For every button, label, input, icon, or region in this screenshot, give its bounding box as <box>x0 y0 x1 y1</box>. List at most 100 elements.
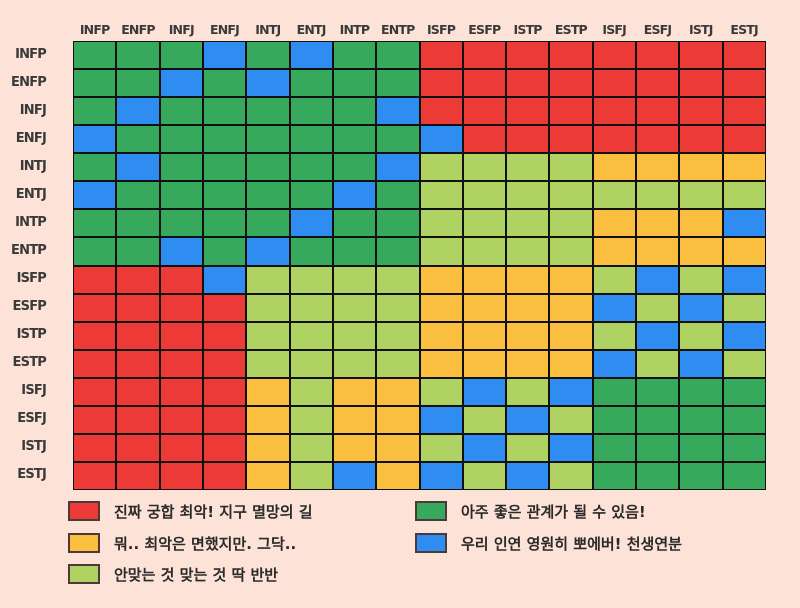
grid-cell <box>463 98 506 125</box>
grid-cell <box>290 98 332 125</box>
grid-cell <box>550 406 592 433</box>
grid-cell <box>203 322 246 349</box>
grid-cell <box>117 322 159 349</box>
grid-cell <box>637 126 679 153</box>
grid-cell <box>723 322 765 349</box>
grid-cell <box>74 294 116 321</box>
grid-cell <box>550 42 592 69</box>
grid-cell <box>723 294 765 321</box>
grid-cell <box>290 434 332 461</box>
grid-cell <box>420 322 462 349</box>
grid-cell <box>507 378 549 405</box>
grid-cell <box>377 266 419 293</box>
grid-cell <box>117 126 159 153</box>
grid-cell <box>420 210 462 237</box>
grid-cell <box>377 182 419 209</box>
grid-cell <box>463 266 506 293</box>
grid-cell <box>333 210 376 237</box>
grid-cell <box>680 98 722 125</box>
column-header: ESFP <box>468 22 501 37</box>
grid-cell <box>377 126 419 153</box>
grid-cell <box>637 378 679 405</box>
grid-cell <box>680 294 722 321</box>
grid-cell <box>290 462 332 489</box>
grid-cell <box>290 182 332 209</box>
grid-cell <box>593 210 636 237</box>
grid-cell <box>637 210 679 237</box>
legend-item-good: 아주 좋은 관계가 될 수 있음! <box>415 497 646 525</box>
grid-cell <box>550 322 592 349</box>
legend-item-soulmate: 우리 인연 영원히 뽀에버! 천생연분 <box>415 529 682 557</box>
grid-cell <box>290 294 332 321</box>
grid-cell <box>74 378 116 405</box>
grid-cell <box>203 182 246 209</box>
grid-cell <box>420 238 462 265</box>
grid-cell <box>723 70 765 97</box>
grid-cell <box>420 350 462 377</box>
grid-cell <box>550 126 592 153</box>
grid-cell <box>247 434 289 461</box>
grid-cell <box>507 462 549 489</box>
grid-cell <box>117 42 159 69</box>
grid-cell <box>377 378 419 405</box>
grid-cell <box>160 238 202 265</box>
grid-cell <box>160 70 202 97</box>
grid-cell <box>117 238 159 265</box>
grid-cell <box>420 294 462 321</box>
row-header: INTJ <box>19 159 47 174</box>
grid-cell <box>637 182 679 209</box>
column-header: INFP <box>79 22 110 37</box>
grid-cell <box>637 98 679 125</box>
grid-cell <box>550 98 592 125</box>
grid-cell <box>74 182 116 209</box>
grid-cell <box>680 238 722 265</box>
grid-cell <box>593 182 636 209</box>
grid-cell <box>723 350 765 377</box>
grid-cell <box>333 70 376 97</box>
grid-cell <box>463 126 506 153</box>
grid-cell <box>117 378 159 405</box>
legend-item-meh: 뭐.. 최악은 면했지만. 그닥.. <box>68 529 296 557</box>
grid-cell <box>377 294 419 321</box>
grid-cell <box>680 182 722 209</box>
grid-cell <box>160 98 202 125</box>
grid-cell <box>550 210 592 237</box>
swatch-lightgreen <box>68 564 100 584</box>
row-header: ESTP <box>12 355 47 370</box>
grid-cell <box>680 70 722 97</box>
grid-cell <box>507 294 549 321</box>
grid-cell <box>333 378 376 405</box>
grid-cell <box>290 70 332 97</box>
grid-cell <box>593 462 636 489</box>
grid-cell <box>507 238 549 265</box>
grid-cell <box>420 182 462 209</box>
grid-cell <box>723 238 765 265</box>
grid-cell <box>593 126 636 153</box>
grid-cell <box>637 406 679 433</box>
column-header: INTP <box>339 22 370 37</box>
grid-cell <box>463 406 506 433</box>
grid-cell <box>247 462 289 489</box>
row-header: ENFP <box>11 75 47 90</box>
column-header: ISFJ <box>602 22 627 37</box>
grid-cell <box>377 238 419 265</box>
grid-cell <box>74 406 116 433</box>
grid-cell <box>333 322 376 349</box>
grid-cell <box>290 350 332 377</box>
grid-cell <box>723 378 765 405</box>
grid-cell <box>593 294 636 321</box>
grid-cell <box>637 70 679 97</box>
grid-cell <box>247 154 289 181</box>
grid-cell <box>420 378 462 405</box>
grid-cell <box>160 42 202 69</box>
grid-cell <box>247 322 289 349</box>
column-header: INFJ <box>168 22 195 37</box>
grid-cell <box>74 462 116 489</box>
legend-item-worst: 진짜 궁합 최악! 지구 멸망의 길 <box>68 497 313 525</box>
grid-cell <box>550 70 592 97</box>
grid-cell <box>420 462 462 489</box>
grid-cell <box>160 462 202 489</box>
grid-cell <box>74 98 116 125</box>
grid-cell <box>333 294 376 321</box>
grid-cell <box>420 42 462 69</box>
